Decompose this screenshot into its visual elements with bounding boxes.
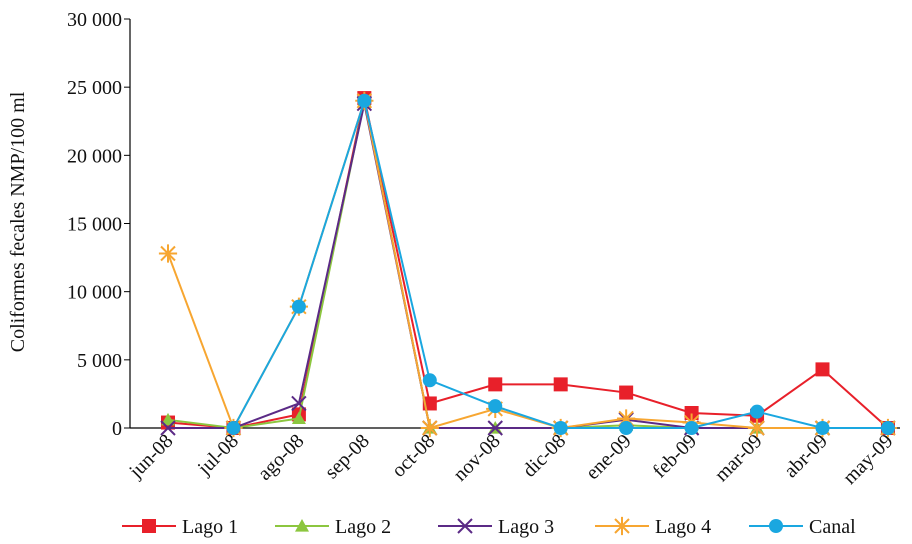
- marker: [488, 399, 503, 414]
- marker: [880, 421, 895, 435]
- marker: [684, 406, 699, 421]
- marker: [684, 421, 699, 435]
- x-tick-label: jun-08: [124, 430, 177, 483]
- marker: [158, 244, 178, 263]
- x-tick-label: may-09: [839, 430, 898, 489]
- marker: [291, 395, 307, 412]
- legend-label: Lago 4: [655, 516, 711, 538]
- y-tick-label: 20 000: [67, 145, 122, 167]
- marker: [619, 421, 634, 435]
- marker: [617, 409, 636, 428]
- marker: [291, 299, 306, 314]
- marker: [750, 404, 765, 419]
- x-tick-label: feb-09: [649, 430, 701, 482]
- marker: [769, 519, 783, 533]
- y-tick-label: 10 000: [67, 282, 122, 304]
- x-tick-label: ago-08: [254, 430, 309, 485]
- series-line: [167, 97, 889, 430]
- marker: [553, 421, 568, 435]
- legend-label: Canal: [809, 516, 856, 538]
- marker: [422, 373, 437, 388]
- legend-label: Lago 3: [498, 516, 554, 538]
- legend-label: Lago 1: [182, 516, 238, 538]
- marker: [357, 93, 372, 108]
- series-line: [168, 103, 888, 429]
- x-tick-label: sep-08: [321, 430, 374, 483]
- y-tick-label: 15 000: [67, 214, 122, 236]
- marker: [161, 412, 175, 426]
- x-tick-label: mar-09: [710, 430, 766, 486]
- marker: [291, 411, 306, 425]
- x-tick-label: abr-09: [780, 430, 832, 482]
- marker: [160, 420, 176, 436]
- marker: [457, 518, 473, 534]
- marker: [488, 377, 503, 392]
- x-tick-label: oct-08: [388, 430, 440, 482]
- marker: [226, 421, 241, 435]
- y-axis-label: Coliformes fecales NMP/100 ml: [7, 91, 29, 352]
- marker: [295, 519, 309, 532]
- marker: [612, 516, 632, 536]
- x-tick-label: dic-08: [519, 430, 571, 482]
- x-tick-label: jul-08: [193, 430, 243, 480]
- marker: [747, 418, 767, 438]
- x-tick-label: nov-08: [449, 430, 505, 486]
- legend-label: Lago 2: [335, 516, 391, 538]
- marker: [142, 519, 156, 533]
- y-tick-label: 5 000: [77, 350, 122, 372]
- marker: [553, 377, 568, 392]
- marker: [815, 362, 830, 377]
- y-tick-label: 30 000: [67, 9, 122, 31]
- marker: [487, 420, 503, 436]
- series-line: [167, 100, 888, 431]
- series-line: [167, 100, 888, 430]
- x-tick-label: ene-09: [582, 430, 636, 484]
- y-tick-label: 0: [112, 418, 122, 440]
- marker: [815, 421, 830, 435]
- marker: [619, 385, 634, 400]
- marker: [420, 418, 439, 438]
- y-tick-label: 25 000: [67, 77, 122, 99]
